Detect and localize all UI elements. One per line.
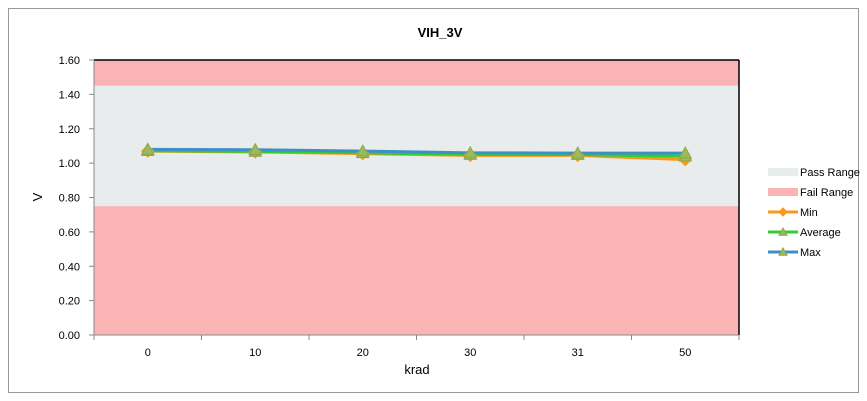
chart-title: VIH_3V: [418, 25, 463, 40]
x-axis: 0 10 20 30 31 50: [93, 334, 740, 359]
legend-swatch: [768, 188, 798, 196]
y-tick-label: 0.20: [59, 296, 80, 308]
series-markers: [140, 142, 693, 167]
legend-item-min: Min: [768, 207, 818, 219]
legend-item-max: Max: [768, 246, 821, 259]
x-axis-label: krad: [404, 362, 429, 377]
fail-range-band-0: [94, 206, 739, 335]
y-tick-label: 1.00: [59, 158, 80, 170]
data-point-max: [140, 142, 155, 155]
range-bands: [94, 60, 739, 335]
pass-range-band-1: [94, 85, 739, 207]
fail-range-band-2: [94, 60, 739, 86]
legend-label: Min: [800, 207, 818, 219]
legend-item-fail-range: Fail Range: [768, 187, 853, 199]
y-tick-label: 1.60: [59, 55, 80, 67]
data-point-max: [678, 146, 693, 159]
series-line-max: [147, 147, 686, 155]
legend-marker: [778, 246, 788, 256]
legend-marker: [778, 207, 788, 217]
series-lines: [147, 147, 686, 162]
legend-item-pass-range: Pass Range: [768, 167, 860, 179]
y-tick-label: 1.20: [59, 124, 80, 136]
legend-label: Fail Range: [800, 187, 853, 199]
y-tick-label: 0.60: [59, 227, 80, 239]
plot-frame: [94, 59, 740, 335]
data-point-max: [570, 146, 585, 159]
series-line-average: [147, 149, 686, 158]
x-tick-label: 30: [464, 347, 476, 359]
x-tick-label: 10: [249, 347, 261, 359]
y-tick-label: 1.40: [59, 89, 80, 101]
x-tick-label: 0: [145, 347, 151, 359]
y-tick-label: 0.80: [59, 193, 80, 205]
y-tick-label: 0.40: [59, 261, 80, 273]
data-point-max: [355, 144, 370, 157]
x-tick-label: 20: [357, 347, 369, 359]
y-tick-label: 0.00: [59, 330, 80, 342]
legend-swatch: [768, 168, 798, 176]
legend-label: Max: [800, 247, 821, 259]
legend-label: Pass Range: [800, 167, 860, 179]
legend-label: Average: [800, 227, 841, 239]
x-tick-label: 50: [679, 347, 691, 359]
y-axis: 0.00 0.20 0.40 0.60 0.80 1.00 1.20 1.40 1.60: [59, 55, 95, 342]
y-axis-label: V: [30, 192, 45, 201]
data-point-max: [463, 145, 478, 159]
legend-item-average: Average: [768, 226, 841, 239]
x-tick-label: 31: [572, 347, 584, 359]
legend-marker: [778, 226, 788, 236]
legend: Pass Range Fail Range Min Average Max: [768, 167, 860, 259]
data-point-max: [248, 142, 263, 156]
